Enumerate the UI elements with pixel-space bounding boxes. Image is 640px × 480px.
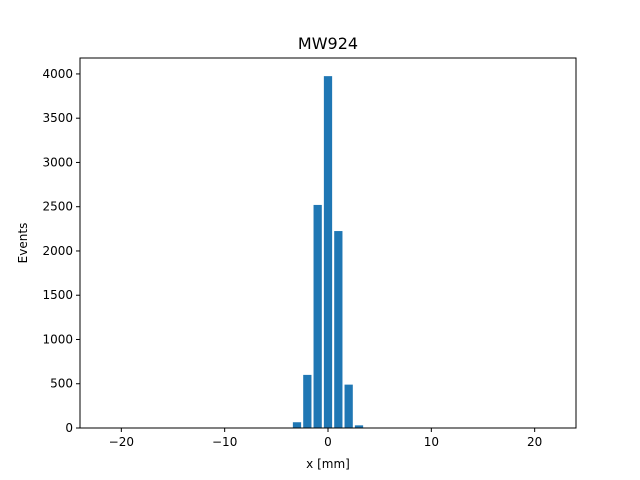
histogram-bar [323, 76, 333, 428]
y-tick-label: 2500 [42, 200, 73, 214]
y-tick-label: 4000 [42, 67, 73, 81]
chart-title: MW924 [298, 34, 358, 53]
x-tick-label: −20 [109, 435, 134, 449]
bars-group [292, 76, 364, 428]
y-tick-label: 3000 [42, 155, 73, 169]
histogram-bar [303, 374, 312, 428]
x-tick-label: 10 [424, 435, 439, 449]
histogram-bar [292, 422, 302, 428]
histogram-bar [354, 425, 364, 428]
x-axis-ticks: −20 −10 0 10 20 [109, 428, 542, 449]
y-tick-label: 500 [50, 377, 73, 391]
x-tick-label: 0 [324, 435, 332, 449]
x-tick-label: −10 [212, 435, 237, 449]
y-tick-label: 3500 [42, 111, 73, 125]
histogram-bar [344, 384, 353, 428]
x-axis-label: x [mm] [306, 457, 350, 471]
x-tick-label: 20 [527, 435, 542, 449]
y-tick-label: 2000 [42, 244, 73, 258]
histogram-bar [313, 204, 322, 428]
y-tick-label: 0 [65, 421, 73, 435]
plot-frame [79, 57, 577, 429]
histogram-bar [334, 231, 343, 428]
y-tick-label: 1000 [42, 332, 73, 346]
y-axis-ticks: 0 500 1000 1500 2000 2500 3000 3500 4000 [42, 67, 80, 435]
y-axis-label: Events [16, 223, 30, 264]
y-tick-label: 1500 [42, 288, 73, 302]
